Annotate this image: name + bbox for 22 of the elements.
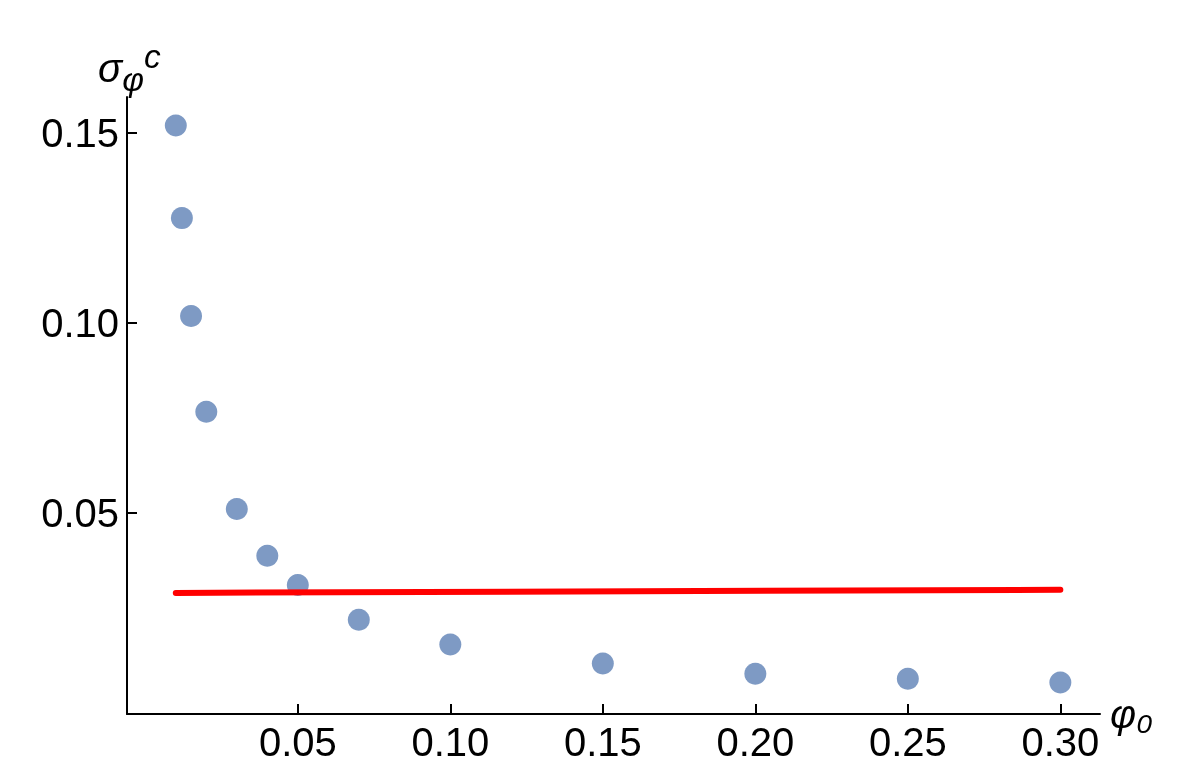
point bbox=[180, 305, 203, 328]
x-tick-label: 0.20 bbox=[716, 720, 795, 764]
point bbox=[164, 114, 187, 137]
point bbox=[347, 608, 370, 631]
x-tick-label: 0.25 bbox=[868, 720, 947, 764]
point bbox=[170, 207, 193, 230]
point bbox=[591, 652, 614, 675]
point bbox=[225, 497, 248, 520]
y-tick-label: 0.15 bbox=[41, 111, 119, 156]
y-tick-label: 0.05 bbox=[41, 490, 119, 535]
x-tick-label: 0.30 bbox=[1021, 720, 1100, 764]
point bbox=[744, 662, 767, 685]
point bbox=[1049, 671, 1072, 694]
x-axis-title: φ₀ bbox=[1110, 692, 1153, 736]
point bbox=[256, 544, 279, 567]
point bbox=[896, 667, 919, 690]
x-tick-label: 0.05 bbox=[258, 720, 337, 764]
x-tick-label: 0.10 bbox=[411, 720, 490, 764]
point bbox=[195, 400, 218, 423]
x-tick-label: 0.15 bbox=[563, 720, 642, 764]
point bbox=[439, 633, 462, 656]
y-tick-label: 0.10 bbox=[41, 300, 119, 345]
